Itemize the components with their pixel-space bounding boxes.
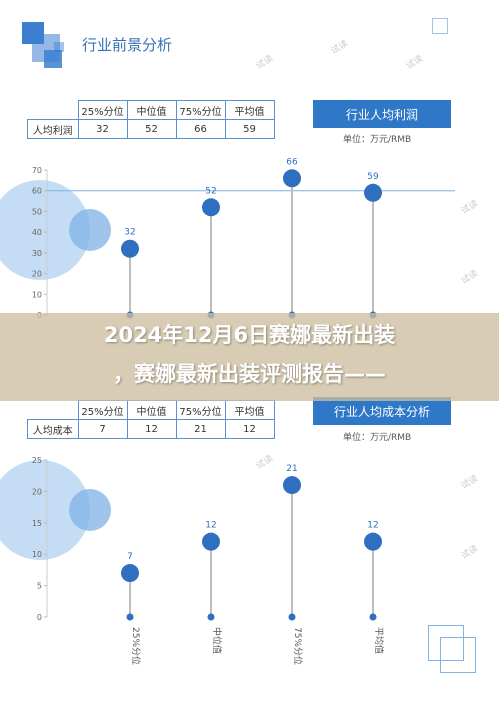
table-header-cell: 25%分位 [77,400,128,420]
watermark: 试读 [254,53,276,72]
y-tick-label: 5 [37,582,42,591]
x-tick-label: 平均值 [373,627,385,654]
data-label: 32 [124,228,135,238]
profit-unit: 单位：万元/RMB [343,135,412,145]
table-corner [27,100,79,120]
y-tick-label: 70 [32,166,42,175]
table-cell: 59 [224,119,275,139]
table-row-label: 人均成本 [27,419,79,439]
data-point [283,169,301,188]
decorative-bubble [0,180,90,280]
x-tick-label: 中位值 [211,627,223,654]
overlay-title-line2: ，赛娜最新出装评测报告—— [113,362,386,386]
watermark: 试读 [329,38,351,57]
baseline-dot [288,613,296,621]
y-tick-label: 10 [32,290,42,299]
y-tick-label: 25 [32,456,42,465]
table-header-cell: 25%分位 [77,100,128,120]
logo-icon [22,22,74,74]
profit-chart: 01020304050607032526659 [0,157,455,320]
table-header-row: 25%分位 中位值 75%分位 平均值 [27,400,275,420]
table-cell: 66 [175,119,226,139]
data-point [364,532,382,551]
table-cell: 32 [77,119,128,139]
cost-unit: 单位：万元/RMB [343,433,412,443]
overlay-title-line1: 2024年12月6日赛娜最新出装 [103,323,396,347]
baseline-dot [369,613,377,621]
y-tick-label: 10 [32,550,42,559]
cost-table: 25%分位 中位值 75%分位 平均值 人均成本 7 12 21 12 [27,400,275,439]
table-header-cell: 75%分位 [175,100,226,120]
table-header-cell: 75%分位 [175,400,226,420]
data-point [283,476,301,495]
y-tick-label: 15 [32,519,42,528]
title-overlay [0,313,499,401]
table-row: 人均成本 7 12 21 12 [27,419,275,439]
table-header-cell: 平均值 [224,100,275,120]
table-cell: 12 [224,419,275,439]
corner-decoration-icon [440,637,476,673]
x-tick-label: 75%分位 [292,627,304,665]
y-tick-label: 20 [32,487,42,496]
corner-decoration-icon [428,625,464,661]
cost-banner: 行业人均成本分析 [313,397,451,425]
data-point [121,564,139,583]
data-label: 59 [367,172,379,182]
y-tick-label: 20 [32,270,42,279]
data-point [121,239,139,258]
table-header-row: 25%分位 中位值 75%分位 平均值 [27,100,275,120]
decorative-bubble [69,489,111,531]
profit-table: 25%分位 中位值 75%分位 平均值 人均利润 32 52 66 59 [27,100,275,139]
table-header-cell: 平均值 [224,400,275,420]
profit-banner: 行业人均利润 [313,100,451,128]
data-point [364,183,382,202]
y-tick-label: 30 [32,249,42,258]
y-tick-label: 0 [37,613,42,622]
decorative-bubble [69,209,111,251]
data-label: 66 [286,157,298,167]
data-label: 12 [205,521,216,531]
data-label: 7 [127,552,133,562]
baseline-dot [207,613,215,621]
table-header-cell: 中位值 [126,100,177,120]
table-cell: 21 [175,419,226,439]
x-tick-label: 25%分位 [130,627,142,665]
page-title: 行业前景分析 [82,36,173,54]
y-tick-label: 40 [32,228,42,237]
table-cell: 12 [126,419,177,439]
data-point [202,198,220,217]
data-label: 12 [367,521,378,531]
table-cell: 7 [77,419,128,439]
watermark: 试读 [404,53,426,72]
table-corner [27,400,79,420]
table-cell: 52 [126,119,177,139]
data-point [202,532,220,551]
baseline-dot [126,613,134,621]
cost-chart: 0 5 10 15 20 25 7 25%分位 12 中位值 21 75%分位 12 平均值 [0,456,385,665]
table-row-label: 人均利润 [27,119,79,139]
decorative-bubble [0,460,90,560]
y-tick-label: 50 [32,207,42,216]
data-label: 52 [205,186,216,196]
table-header-cell: 中位值 [126,400,177,420]
corner-decoration-icon [432,18,448,34]
data-label: 21 [286,464,297,474]
y-tick-label: 60 [32,187,42,196]
table-row: 人均利润 32 52 66 59 [27,119,275,139]
